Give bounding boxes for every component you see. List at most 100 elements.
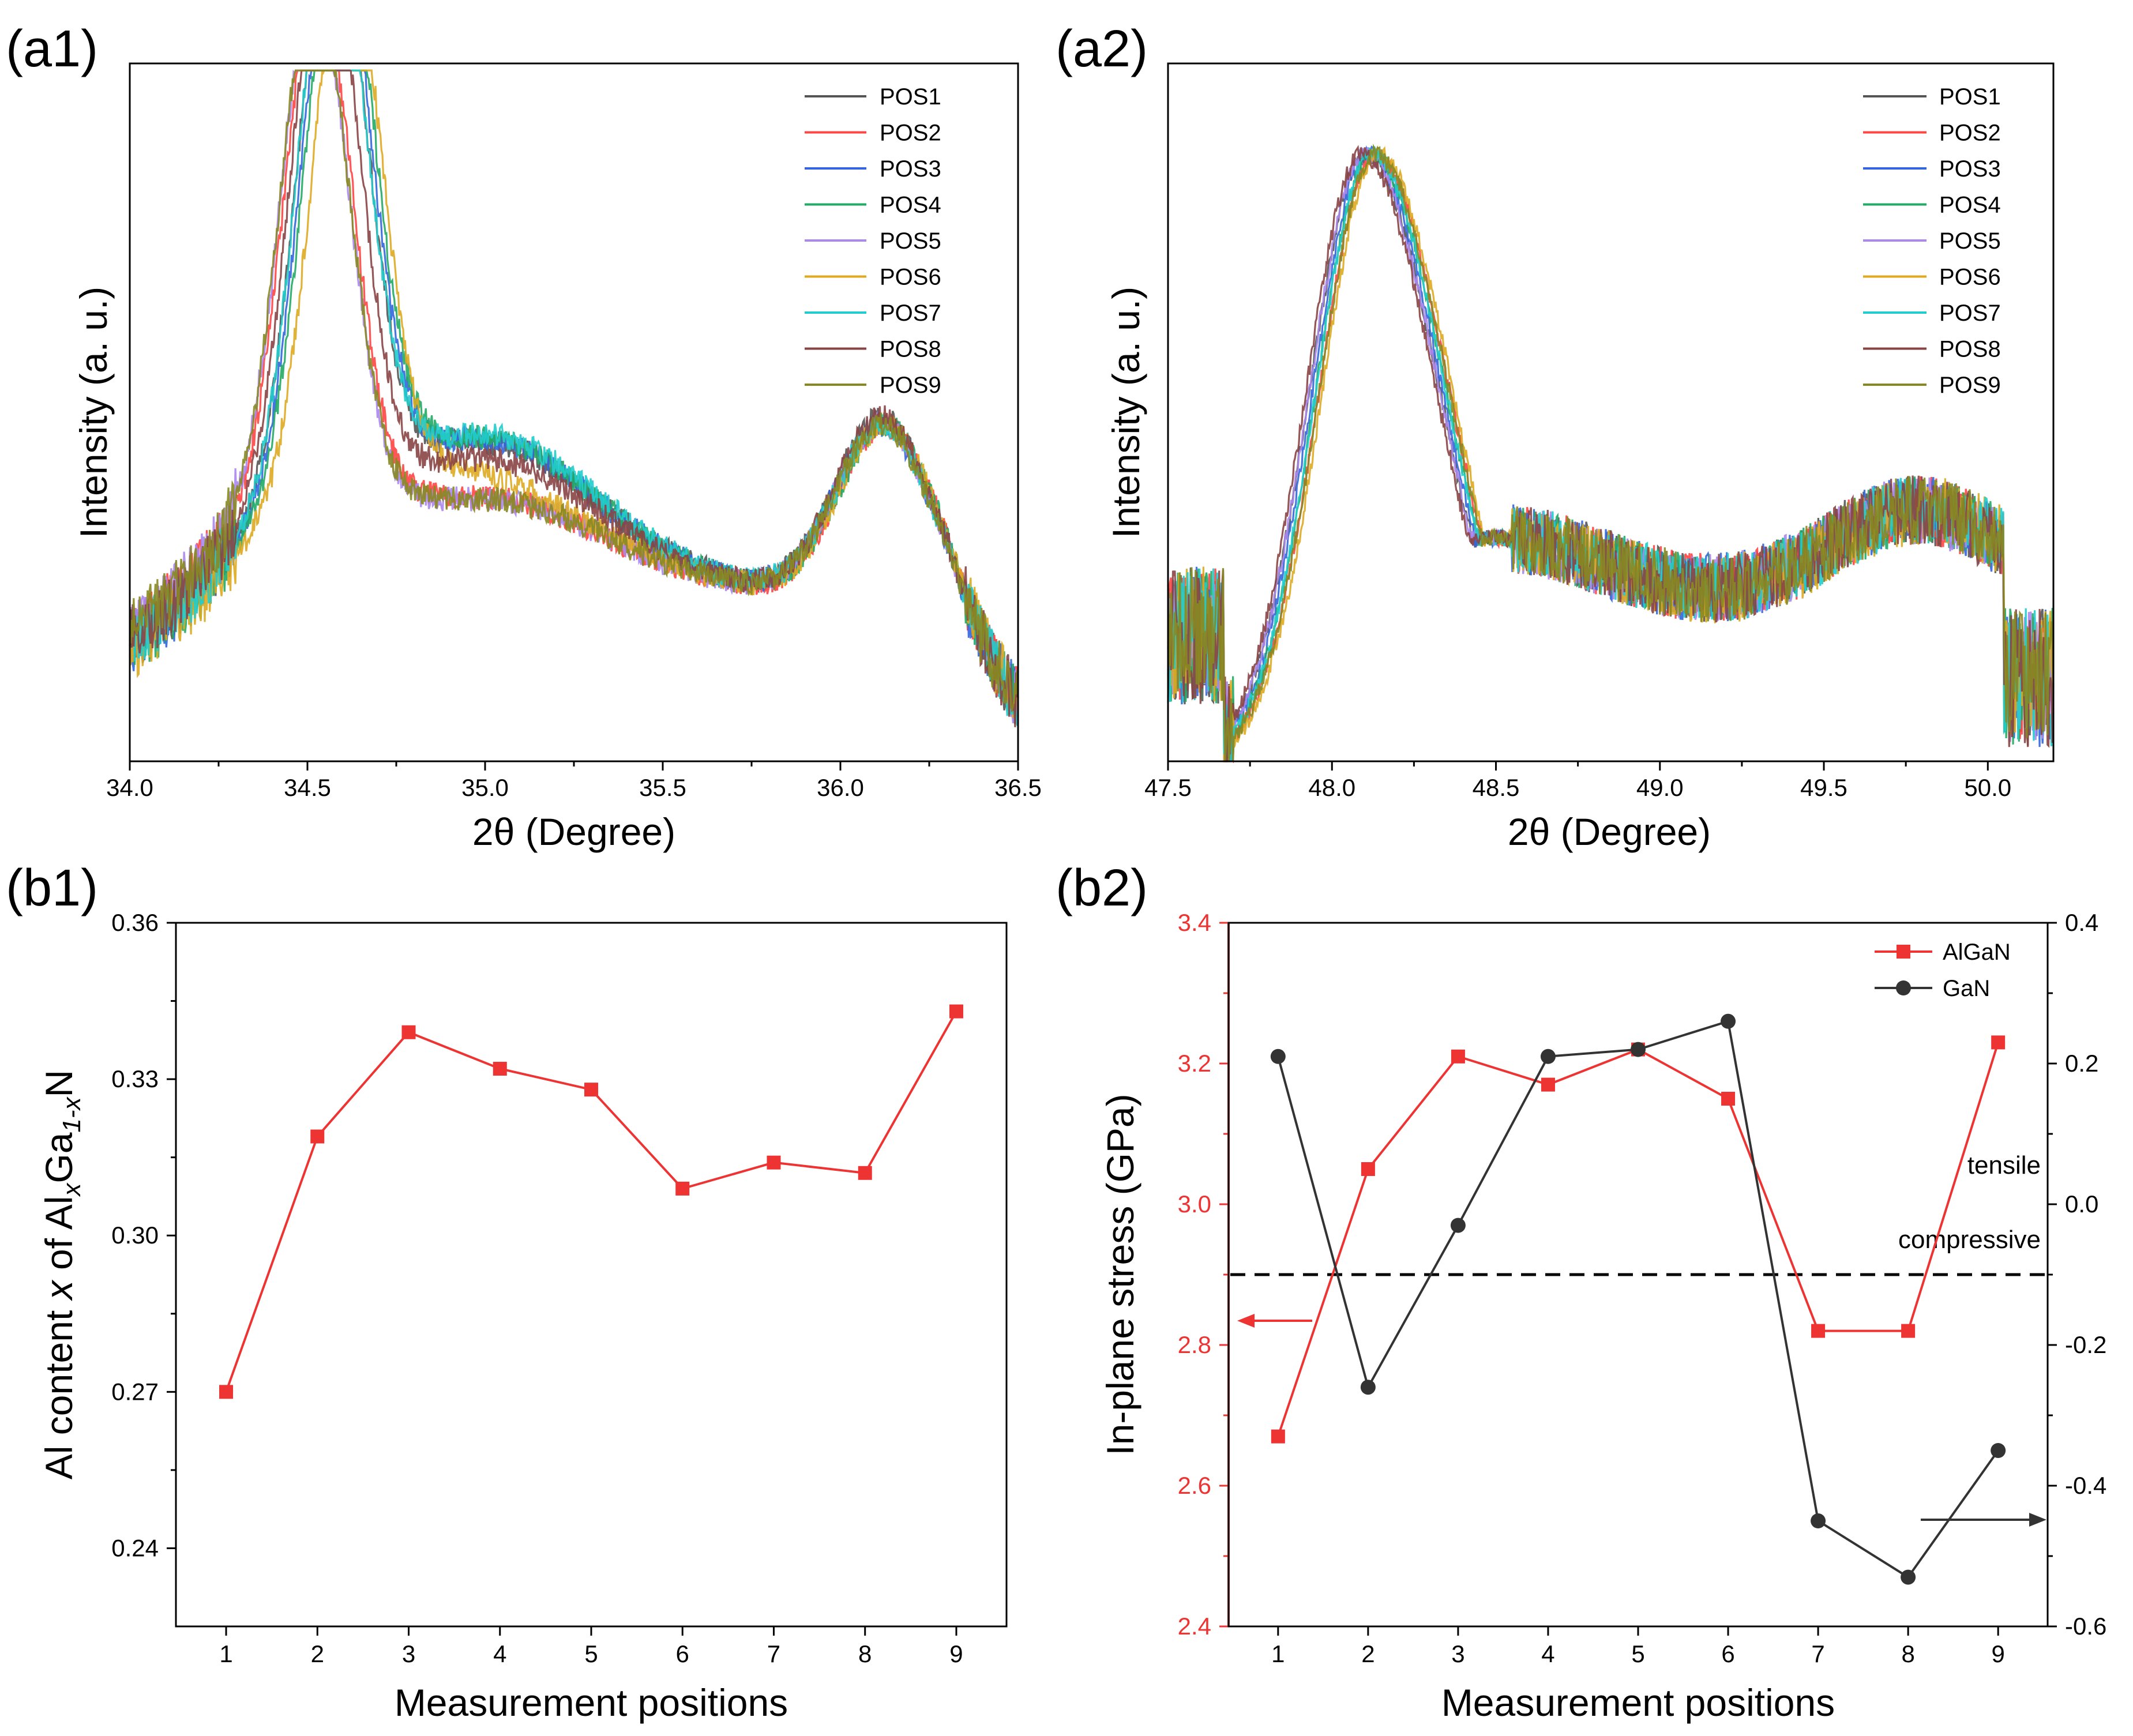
a2-legend-label: POS6 — [1939, 265, 2001, 290]
b2-x-tick-label: 7 — [1811, 1640, 1824, 1667]
a1-x-tick-label: 36.5 — [994, 774, 1042, 801]
a1-legend-label: POS4 — [880, 193, 941, 218]
b2-annotation-tensile: tensile — [1967, 1151, 2041, 1179]
b2-series-lines — [1270, 1013, 2006, 1585]
a2-legend: POS1 POS2 POS3 POS4 POS5 POS6 POS7 POS8 POS9 — [1863, 84, 2001, 398]
b2-x-tick-label: 2 — [1361, 1640, 1375, 1667]
b2-left-axis-arrow — [1237, 1314, 1312, 1328]
b2-legend-swatch-marker — [1897, 945, 1910, 959]
a2-series-line-pos7 — [1167, 145, 2055, 762]
a1-x-tick-label: 34.0 — [106, 774, 153, 801]
a2-plot-frame — [1167, 62, 2055, 762]
b1-y-tick-label: 0.36 — [111, 909, 159, 936]
a2-x-tick-label: 49.5 — [1800, 774, 1847, 801]
b2-data-point-algan — [1721, 1092, 1736, 1106]
b1-ylabel-part-c: of Al — [37, 1196, 80, 1281]
a1-x-tick-label: 36.0 — [817, 774, 864, 801]
b2-legend-label: GaN — [1943, 976, 1990, 1001]
panel-label-a1: (a1) — [6, 20, 98, 78]
a2-legend-label: POS2 — [1939, 121, 2001, 146]
a2-legend-label: POS8 — [1939, 337, 2001, 362]
b2-data-point-gan — [1991, 1443, 2006, 1458]
a2-series-group — [1167, 144, 2055, 764]
b2-right-y-tick-label: -0.2 — [2065, 1331, 2106, 1358]
b2-data-point-algan — [1271, 1429, 1285, 1444]
a1-legend-label: POS9 — [880, 373, 941, 398]
b1-x-tick-label: 3 — [402, 1640, 415, 1667]
a1-legend-label: POS7 — [880, 300, 941, 326]
a1-x-ticks: 34.0 34.5 35.0 35.5 36.0 36.5 — [106, 761, 1042, 801]
b2-data-point-gan — [1631, 1042, 1646, 1057]
b2-right-axis-arrow — [1921, 1513, 2046, 1527]
a1-legend-label: POS5 — [880, 228, 941, 254]
b1-data-point — [219, 1385, 234, 1399]
b2-left-y-tick-label: 3.4 — [1178, 909, 1211, 936]
b2-data-point-algan — [1541, 1077, 1555, 1092]
b2-left-y-tick-label: 2.6 — [1178, 1472, 1211, 1499]
b2-data-point-algan — [1901, 1324, 1916, 1338]
a1-legend-label: POS3 — [880, 156, 941, 182]
a1-legend: POS1 POS2 POS3 POS4 POS5 POS6 POS7 POS8 POS9 — [805, 84, 941, 398]
b2-data-point-gan — [1721, 1013, 1736, 1029]
b1-x-axis-title: Measurement positions — [395, 1681, 788, 1724]
a1-y-axis-title: Intensity (a. u.) — [72, 287, 115, 539]
b2-x-tick-label: 9 — [1991, 1640, 2004, 1667]
panel-label-b2: (b2) — [1056, 859, 1148, 917]
b2-data-point-algan — [1811, 1324, 1826, 1338]
a2-x-ticks: 47.5 48.0 48.5 49.0 49.5 50.0 — [1144, 761, 2011, 801]
a2-x-tick-label: 48.0 — [1308, 774, 1355, 801]
b1-ylabel-part-a: Al content — [37, 1299, 80, 1479]
a2-x-tick-label: 49.0 — [1636, 774, 1684, 801]
b2-right-y-tick-label: -0.4 — [2065, 1472, 2106, 1499]
a2-legend-label: POS5 — [1939, 228, 2001, 254]
a2-legend-label: POS7 — [1939, 300, 2001, 326]
b2-x-tick-label: 1 — [1271, 1640, 1285, 1667]
a2-legend-label: POS9 — [1939, 373, 2001, 398]
panel-label-b1: (b1) — [6, 859, 98, 917]
b1-data-point — [858, 1166, 872, 1180]
b1-plot-frame — [175, 922, 1008, 1628]
b1-y-axis-title: Al content x of AlxGa1-xN — [37, 1070, 86, 1479]
a1-x-tick-label: 35.0 — [461, 774, 509, 801]
a2-series-line-pos9 — [1167, 144, 2055, 762]
panel-label-a2: (a2) — [1056, 20, 1148, 78]
a1-x-tick-label: 35.5 — [639, 774, 686, 801]
b1-ticks: 1 2 3 4 5 6 7 8 9 0.24 0.27 0.30 0.33 0.36 — [111, 909, 963, 1667]
a2-legend-label: POS3 — [1939, 156, 2001, 182]
b1-x-tick-label: 4 — [493, 1640, 506, 1667]
b2-data-point-gan — [1901, 1569, 1916, 1585]
a1-legend-label: POS6 — [880, 265, 941, 290]
b2-right-y-tick-label: 0.2 — [2065, 1050, 2098, 1077]
b1-y-tick-label: 0.24 — [111, 1534, 159, 1561]
b1-ylabel-part-b: x — [37, 1279, 80, 1301]
b2-data-point-algan — [1991, 1035, 2006, 1050]
b2-left-y-tick-label: 3.0 — [1178, 1190, 1211, 1218]
b1-data-point — [310, 1129, 325, 1144]
b2-legend: AlGaN GaN — [1875, 940, 2011, 1001]
a2-legend-label: POS1 — [1939, 84, 2001, 110]
b2-data-point-algan — [1361, 1162, 1375, 1176]
panel-a1: (a1) 34.0 34.5 35.0 35.5 36.0 36.5 POS1POS2PO… — [6, 20, 1042, 853]
b1-y-tick-label: 0.33 — [111, 1065, 159, 1092]
a1-legend-label: POS1 — [880, 84, 941, 110]
b2-x-tick-label: 6 — [1721, 1640, 1734, 1667]
b2-x-tick-label: 3 — [1451, 1640, 1464, 1667]
b1-x-tick-label: 5 — [584, 1640, 598, 1667]
b2-right-y-tick-label: 0.0 — [2065, 1190, 2098, 1218]
b2-legend-label: AlGaN — [1943, 940, 2011, 965]
b1-data-point — [675, 1181, 690, 1196]
b1-x-tick-label: 1 — [219, 1640, 232, 1667]
b2-data-point-algan — [1451, 1049, 1465, 1064]
b1-y-tick-label: 0.27 — [111, 1378, 159, 1405]
b1-ylabel-part-d: x — [58, 1182, 86, 1197]
b2-plot-frame — [1227, 922, 2049, 1628]
a1-series-line-pos8 — [129, 69, 1019, 727]
b2-series-path-gan — [1276, 1020, 1999, 1579]
b1-data-point — [949, 1004, 963, 1019]
b2-x-tick-label: 4 — [1541, 1640, 1554, 1667]
b2-data-point-gan — [1540, 1049, 1556, 1064]
b2-right-y-tick-label: -0.6 — [2065, 1613, 2106, 1640]
b2-left-y-tick-label: 3.2 — [1178, 1050, 1211, 1077]
panel-a2: (a2) 47.5 48.0 48.5 49.0 49.5 50.0 POS1POS2PO… — [1056, 20, 2055, 853]
panel-b2: (b2) 1 2 3 4 5 6 7 8 9 2.4 2.6 2.8 3.0 3.2 3.4 -0.6 -0.4… — [1056, 859, 2106, 1724]
